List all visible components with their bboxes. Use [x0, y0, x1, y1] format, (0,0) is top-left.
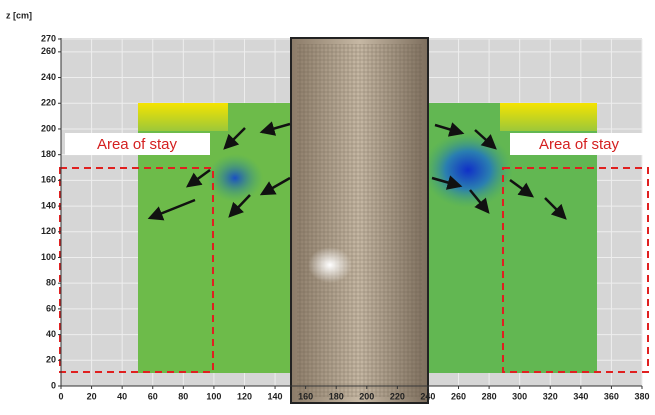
x-tick-label: 0: [58, 391, 63, 401]
annotation-box: [510, 133, 648, 155]
x-tick-label: 280: [482, 391, 497, 401]
x-tick-label: 200: [359, 391, 374, 401]
x-tick-label: 220: [390, 391, 405, 401]
x-tick-label: 260: [451, 391, 466, 401]
y-tick-label: 180: [41, 149, 56, 159]
x-tick-label: 300: [512, 391, 527, 401]
x-tick-label: 240: [420, 391, 435, 401]
x-tick-label: 60: [148, 391, 158, 401]
x-tick-label: 100: [206, 391, 221, 401]
y-tick-label: 0: [51, 380, 56, 390]
x-tick-label: 120: [237, 391, 252, 401]
x-tick-label: 360: [604, 391, 619, 401]
x-tick-label: 140: [268, 391, 283, 401]
x-tick-label: 80: [178, 391, 188, 401]
y-tick-label: 120: [41, 226, 56, 236]
x-tick-label: 380: [634, 391, 649, 401]
y-tick-label: 140: [41, 200, 56, 210]
y-tick-label: 100: [41, 252, 56, 262]
x-tick-label: 160: [298, 391, 313, 401]
x-tick-label: 320: [543, 391, 558, 401]
area-of-stay-outlines: [59, 167, 649, 373]
annotation-box: [65, 133, 210, 155]
x-tick-label: 340: [573, 391, 588, 401]
y-tick-label: 260: [41, 46, 56, 56]
airflow-arrows: [147, 121, 567, 221]
y-axis-label: z [cm]: [6, 10, 32, 20]
y-tick-label: 220: [41, 98, 56, 108]
x-tick-label: 20: [87, 391, 97, 401]
y-tick-label: 160: [41, 175, 56, 185]
annotation: Area of stay: [97, 136, 178, 153]
x-tick-label: 180: [329, 391, 344, 401]
annotation: Area of stay: [539, 136, 620, 153]
y-tick-label: 200: [41, 123, 56, 133]
x-tick-label: 40: [117, 391, 127, 401]
facade-photo: [290, 37, 429, 404]
y-tick-label: 20: [46, 355, 56, 365]
y-tick-label: 40: [46, 329, 56, 339]
y-tick-label: 240: [41, 72, 56, 82]
y-tick-label: 80: [46, 278, 56, 288]
y-tick-label: 60: [46, 303, 56, 313]
y-tick-label: 270: [41, 33, 56, 43]
